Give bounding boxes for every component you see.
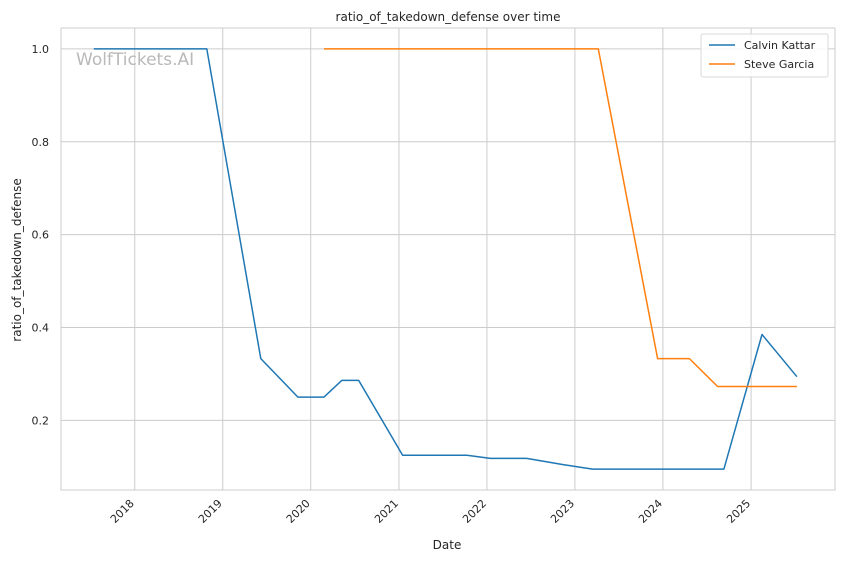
x-tick-label: 2020	[284, 497, 313, 526]
y-tick-label: 0.6	[32, 229, 50, 242]
x-axis-ticks: 2018 2019 2020 2021 2022 2023 2024 2025	[108, 497, 753, 526]
x-tick-label: 2024	[636, 497, 665, 526]
x-tick-label: 2018	[108, 497, 137, 526]
series-line-steve-garcia	[324, 48, 797, 388]
y-axis-label: ratio_of_takedown_defense	[10, 178, 24, 341]
y-axis-ticks: 0.2 0.4 0.6 0.8 1.0	[32, 43, 50, 427]
y-tick-label: 0.4	[32, 321, 50, 334]
legend-label: Calvin Kattar	[744, 39, 816, 52]
legend: Calvin Kattar Steve Garcia	[700, 33, 829, 78]
series-layer	[93, 48, 798, 470]
watermark-text: WolfTickets.AI	[76, 50, 194, 70]
y-tick-label: 1.0	[32, 43, 50, 56]
legend-label: Steve Garcia	[744, 58, 814, 71]
x-axis-label: Date	[433, 538, 462, 552]
x-tick-label: 2021	[372, 497, 401, 526]
y-tick-label: 0.8	[32, 136, 50, 149]
plot-area-border	[60, 27, 836, 491]
x-tick-label: 2025	[724, 497, 753, 526]
x-tick-label: 2022	[460, 497, 489, 526]
grid	[61, 28, 835, 490]
series-line-calvin-kattar	[93, 48, 798, 470]
x-tick-label: 2023	[548, 497, 577, 526]
chart-title: ratio_of_takedown_defense over time	[336, 10, 561, 24]
y-tick-label: 0.2	[32, 414, 50, 427]
x-tick-label: 2019	[196, 497, 225, 526]
